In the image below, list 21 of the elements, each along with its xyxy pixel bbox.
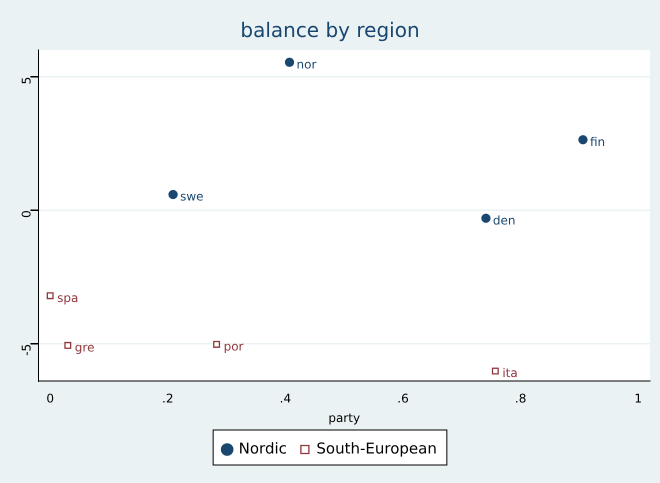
legend-label: Nordic: [238, 439, 287, 458]
y-tick-label: 0: [20, 210, 34, 218]
chart-title: balance by region: [240, 18, 420, 42]
y-tick-label: -5: [20, 344, 34, 356]
x-tick-label: 0: [46, 392, 54, 406]
annotation: spa: [57, 290, 78, 305]
x-tick-label: .2: [162, 392, 174, 406]
x-tick-label: .8: [514, 392, 526, 406]
annotation: swe: [180, 190, 204, 204]
annotation: ita: [502, 366, 518, 380]
legend-label: South-European: [316, 439, 437, 458]
x-axis-title: party: [328, 410, 360, 425]
annotation: nor: [296, 57, 316, 72]
annotation: den: [492, 213, 516, 228]
x-tick-label: 1: [634, 392, 642, 406]
y-tick-label: 5: [20, 76, 34, 84]
annotation: gre: [74, 340, 94, 355]
x-tick-label: .4: [280, 392, 292, 406]
x-tick-label: .6: [397, 392, 409, 406]
annotation: por: [224, 339, 244, 354]
annotation: fin: [590, 134, 606, 149]
